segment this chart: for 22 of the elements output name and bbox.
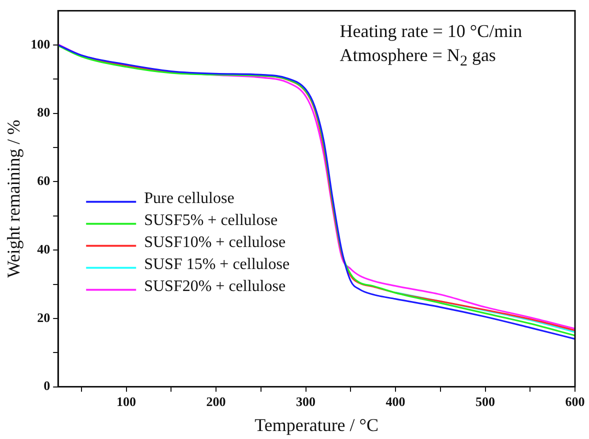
x-tick-label: 600 (565, 394, 585, 409)
legend-label: SUSF 15% + cellulose (144, 256, 290, 274)
y-axis-title: Weight remaining / % (4, 120, 24, 278)
y-tick-label: 40 (37, 241, 50, 256)
x-tick-label: 100 (116, 394, 136, 409)
y-tick-label: 80 (37, 104, 50, 120)
annotation: Heating rate = 10 °C/min (340, 20, 522, 42)
y-tick-label: 60 (37, 173, 50, 188)
line-series (394, 292, 575, 333)
x-tick-label: 400 (386, 394, 406, 409)
y-tick-label: 0 (44, 378, 50, 394)
legend-label: SUSF5% + cellulose (144, 212, 278, 230)
y-tick-label: 20 (37, 310, 50, 325)
y-tick-label: 100 (30, 36, 50, 52)
x-tick-label: 200 (206, 394, 226, 409)
x-tick-label: 500 (476, 394, 496, 409)
legend-label: SUSF10% + cellulose (144, 234, 286, 252)
x-axis-title: Temperature / °C (254, 414, 378, 435)
legend-label: Pure cellulose (144, 190, 234, 208)
annotation: Atmosphere = N$_{2}$ gas (340, 44, 496, 70)
legend-label: SUSF20% + cellulose (144, 278, 286, 296)
x-tick-label: 300 (296, 394, 316, 409)
